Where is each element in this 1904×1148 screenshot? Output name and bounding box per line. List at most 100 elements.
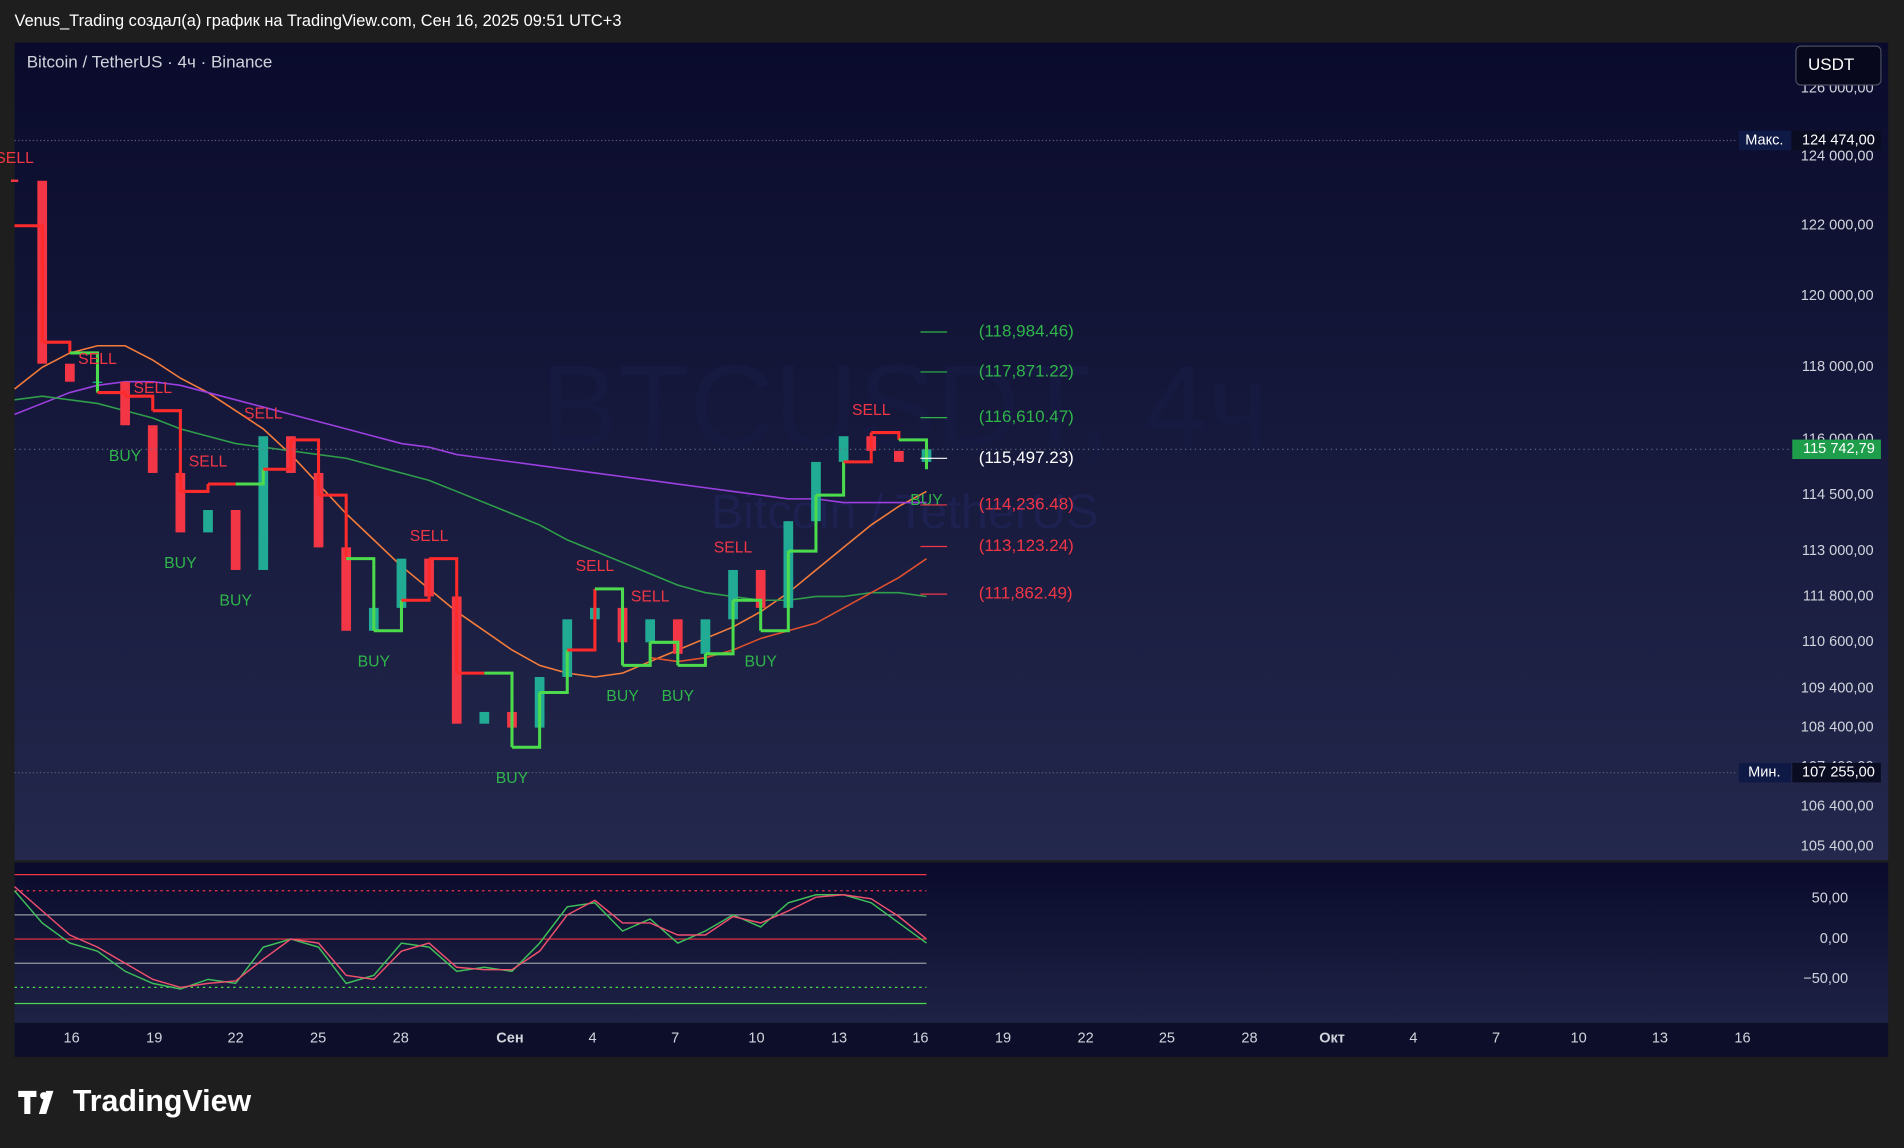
candle (120, 381, 130, 426)
watermark-subtitle: Bitcoin / TetherUS (711, 485, 1099, 539)
buy-signal: BUY (219, 593, 252, 610)
trailing-stop (898, 438, 929, 470)
level-label: (118,984.46) (979, 322, 1074, 341)
moving-average (14, 395, 927, 602)
last-price-box (1792, 439, 1881, 460)
max-label-box (1738, 130, 1792, 151)
trailing-stop (235, 469, 265, 486)
x-tick-label: 28 (393, 1031, 409, 1047)
oscillator-line (14, 890, 927, 990)
x-tick-label: 10 (748, 1031, 764, 1047)
x-tick-label: 4 (589, 1031, 597, 1047)
oscillator-tick-label: 50,00 (1812, 891, 1848, 907)
candle (313, 472, 324, 548)
sell-signal: SELL (576, 558, 615, 575)
sell-signal: SELL (631, 589, 670, 606)
y-tick-label: 111 800,00 (1803, 588, 1874, 604)
candle (755, 569, 766, 608)
buy-signal: BUY (164, 555, 197, 572)
trailing-stop (650, 640, 680, 666)
x-tick-label: 16 (912, 1031, 928, 1047)
last-price: 115 742,79 (1803, 441, 1875, 457)
x-tick-label: 19 (995, 1031, 1011, 1047)
brand-logo: TradingView (18, 1085, 251, 1118)
trailing-stop (788, 495, 818, 553)
trailing-stop (429, 557, 459, 674)
buy-signal: BUY (910, 492, 943, 509)
candle (562, 619, 573, 677)
x-tick-label: 7 (1492, 1031, 1500, 1047)
trailing-stop (180, 484, 210, 493)
moving-average (14, 344, 927, 678)
level-label: (113,123.24) (979, 536, 1074, 555)
trailing-stop (622, 642, 652, 667)
max-label: Макс. (1745, 132, 1783, 148)
candle (838, 436, 849, 462)
trailing-stop (567, 588, 597, 652)
oscillator-tick-label: −50,00 (1803, 971, 1848, 987)
currency-label: USDT (1808, 55, 1854, 74)
symbol: Bitcoin / TetherUS · 4ч · Binance (27, 53, 273, 72)
candle (230, 510, 241, 570)
y-tick-label: 108 400,00 (1801, 719, 1874, 735)
buy-signal: BUY (109, 448, 142, 465)
level-label: (117,871.22) (979, 361, 1074, 380)
oscillator-pane (14, 862, 1889, 1023)
trailing-stop (290, 438, 321, 496)
sell-signal: SELL (714, 539, 753, 556)
logo-dot (40, 1092, 48, 1100)
candle (811, 461, 821, 522)
candle (645, 619, 656, 643)
level-label: (114,236.48) (979, 494, 1074, 513)
x-tick-label: 22 (227, 1031, 243, 1047)
watermark: BTCUSDT, 4ч (541, 340, 1269, 471)
sell-signal: SELL (410, 528, 449, 545)
x-tick-label: 4 (1409, 1031, 1417, 1047)
x-tick-label: Окт (1319, 1031, 1345, 1047)
y-tick-label: 105 400,00 (1801, 839, 1874, 855)
candle (700, 619, 711, 654)
x-tick-label: 19 (146, 1031, 162, 1047)
trailing-stop (677, 653, 707, 667)
level-label: (115,497.23) (979, 448, 1074, 467)
sell-signal: SELL (0, 150, 34, 167)
x-tick-label: 25 (1159, 1031, 1175, 1047)
trailing-stop (733, 598, 763, 631)
trailing-stop (511, 692, 542, 749)
x-tick-label: 10 (1570, 1031, 1586, 1047)
price-pane (14, 42, 1889, 861)
y-tick-label: 106 400,00 (1801, 799, 1874, 815)
max-value-box (1792, 130, 1881, 151)
level-label: (111,862.49) (979, 584, 1073, 603)
x-tick-label: 16 (64, 1031, 80, 1047)
y-tick-label: 124 000,00 (1801, 149, 1874, 165)
buy-signal: BUY (358, 654, 391, 671)
x-tick-label: 16 (1734, 1031, 1750, 1047)
oscillator-tick-label: 0,00 (1820, 931, 1848, 947)
trailing-stop (263, 439, 293, 471)
sell-signal: SELL (78, 351, 117, 368)
candle (258, 436, 269, 570)
y-tick-label: 118 000,00 (1802, 359, 1874, 375)
min-label-box (1738, 762, 1792, 783)
trailing-stop (125, 394, 155, 411)
candle (175, 472, 186, 533)
x-tick-label: Сен (496, 1031, 523, 1047)
trailing-stop (594, 587, 625, 666)
brand: TradingView (73, 1085, 252, 1118)
trailing-stop (373, 600, 403, 633)
min-value-box (1792, 762, 1881, 783)
trailing-stop (318, 493, 348, 559)
trailing-stop (539, 649, 569, 695)
trailing-stop (401, 558, 431, 602)
candle (479, 711, 490, 724)
level-label: (116,610.47) (979, 407, 1074, 426)
x-tick-label: 7 (671, 1031, 679, 1047)
currency-button[interactable] (1795, 45, 1882, 86)
x-tick-label: 25 (310, 1031, 326, 1047)
sell-signal: SELL (189, 453, 228, 470)
candle (894, 450, 904, 462)
y-tick-label: 109 400,00 (1801, 680, 1874, 696)
